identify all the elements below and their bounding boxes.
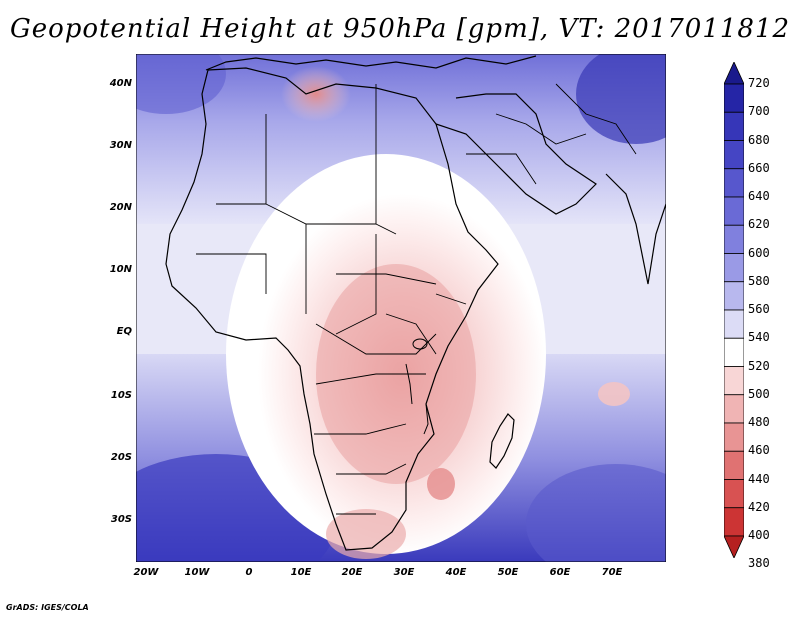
lon-tick-70e: 70E	[601, 567, 623, 578]
country-borders	[196, 83, 637, 515]
lon-tick-20e: 20E	[341, 567, 363, 578]
colorbar-level-label: 680	[748, 132, 770, 147]
colorbar-segment	[724, 479, 744, 509]
colorbar-level-label: 440	[748, 471, 770, 486]
lon-tick-30e: 30E	[393, 567, 415, 578]
colorbar-segment	[724, 253, 744, 283]
arabia-coastline	[435, 93, 597, 215]
colorbar-segment	[724, 196, 744, 226]
field-mozambique-low	[427, 468, 455, 500]
africa-coastline	[165, 67, 499, 551]
field-nw-high	[136, 54, 226, 114]
colorbar-segment	[724, 394, 744, 424]
map-panel	[136, 54, 666, 562]
colorbar-segment	[724, 168, 744, 198]
colorbar-segment	[724, 281, 744, 311]
field-south-africa-low	[326, 509, 406, 559]
lat-tick-40n: 40N	[109, 78, 132, 89]
lat-tick-30n: 30N	[109, 140, 132, 151]
colorbar-level-label: 600	[748, 245, 770, 260]
lat-tick-10s: 10S	[110, 390, 132, 401]
colorbar-level-label: 380	[748, 556, 770, 571]
colorbar-segment	[724, 366, 744, 396]
lake-malawi	[423, 403, 429, 435]
lat-tick-20s: 20S	[110, 452, 132, 463]
colorbar-bottom-arrow	[724, 535, 744, 558]
colorbar-level-label: 640	[748, 189, 770, 203]
colorbar-level-label: 520	[748, 358, 770, 373]
lon-tick-10e: 10E	[290, 567, 312, 578]
grads-credit: GrADS: IGES/COLA	[6, 603, 89, 612]
colorbar	[724, 62, 744, 558]
map-title: Geopotential Height at 950hPa [gpm], VT:…	[9, 14, 791, 44]
india-coastline	[605, 173, 666, 285]
lon-tick-0: 0	[245, 567, 253, 578]
colorbar-level-label: 540	[748, 330, 770, 345]
colorbar-level-label: 420	[748, 499, 770, 514]
colorbar-level-label: 400	[748, 528, 770, 542]
colorbar-segment	[724, 309, 744, 339]
colorbar-level-label: 480	[748, 415, 770, 429]
colorbar-level-label: 560	[748, 302, 770, 316]
lon-tick-20w: 20W	[133, 567, 159, 578]
field-libya-low	[281, 66, 351, 122]
colorbar-level-label: 580	[748, 273, 770, 288]
colorbar-level-label: 720	[748, 76, 770, 90]
europe-coastline	[205, 55, 537, 71]
colorbar-segment	[724, 140, 744, 170]
lake-victoria	[412, 338, 428, 350]
lon-tick-10w: 10W	[184, 567, 210, 578]
colorbar-segment	[724, 337, 744, 367]
lat-tick-10n: 10N	[109, 264, 132, 275]
geopotential-map	[136, 54, 666, 562]
colorbar-segment	[724, 111, 744, 141]
colorbar-segment	[724, 422, 744, 452]
field-se-high	[526, 464, 666, 562]
colorbar-top-arrow	[724, 62, 744, 85]
lon-tick-60e: 60E	[549, 567, 571, 578]
lat-tick-20n: 20N	[109, 202, 132, 213]
colorbar-level-label: 620	[748, 217, 770, 232]
colorbar-segment	[724, 450, 744, 480]
field-ocean-low	[598, 382, 630, 406]
lon-tick-40e: 40E	[445, 567, 467, 578]
colorbar-level-label: 500	[748, 386, 770, 401]
colorbar-segment	[724, 224, 744, 254]
colorbar-segment	[724, 83, 744, 113]
lat-tick-eq: EQ	[116, 326, 132, 337]
colorbar-segment	[724, 507, 744, 537]
field-ne-deep-high	[576, 54, 666, 144]
madagascar-coastline	[489, 413, 515, 469]
colorbar-level-label: 660	[748, 160, 770, 175]
lake-tanganyika	[405, 363, 413, 405]
lat-tick-30s: 30S	[110, 514, 132, 525]
colorbar-level-label: 460	[748, 443, 770, 458]
lon-tick-50e: 50E	[497, 567, 519, 578]
colorbar-level-label: 700	[748, 104, 770, 119]
